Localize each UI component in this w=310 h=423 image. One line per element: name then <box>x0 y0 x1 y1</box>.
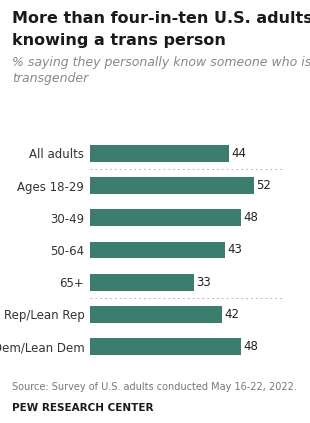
Text: 52: 52 <box>256 179 271 192</box>
Bar <box>90 338 241 355</box>
Text: knowing a trans person: knowing a trans person <box>12 33 226 48</box>
Text: Source: Survey of U.S. adults conducted May 16-22, 2022.: Source: Survey of U.S. adults conducted … <box>12 382 297 392</box>
Bar <box>90 306 222 323</box>
Bar <box>90 209 241 226</box>
Text: 33: 33 <box>196 276 211 288</box>
Bar <box>90 274 194 291</box>
Text: More than four-in-ten U.S. adults report: More than four-in-ten U.S. adults report <box>12 11 310 26</box>
Text: 48: 48 <box>244 211 259 224</box>
Text: PEW RESEARCH CENTER: PEW RESEARCH CENTER <box>12 403 154 413</box>
Bar <box>90 242 225 258</box>
Bar <box>90 145 228 162</box>
Text: 44: 44 <box>231 147 246 160</box>
Text: 48: 48 <box>244 340 259 353</box>
Text: % saying they personally know someone who is
transgender: % saying they personally know someone wh… <box>12 56 310 85</box>
Text: 42: 42 <box>225 308 240 321</box>
Bar <box>90 177 254 194</box>
Text: 43: 43 <box>228 244 243 256</box>
